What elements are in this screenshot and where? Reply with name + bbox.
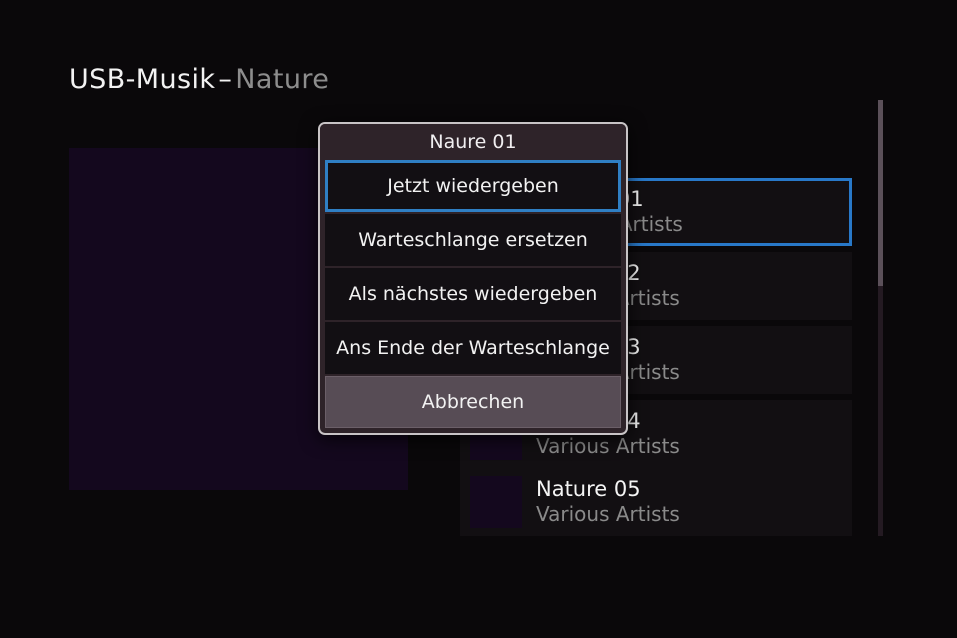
list-item-subtitle: Various Artists bbox=[536, 434, 680, 458]
page-title-separator: – bbox=[218, 64, 233, 95]
menu-item-1[interactable]: Warteschlange ersetzen bbox=[325, 214, 621, 266]
page-title-album: Nature bbox=[235, 64, 330, 95]
page-title: USB-Musik – Nature bbox=[69, 64, 329, 95]
list-item-title: Nature 05 bbox=[536, 477, 641, 501]
list-scrollbar-track[interactable] bbox=[878, 100, 883, 536]
list-scrollbar-thumb[interactable] bbox=[878, 100, 883, 286]
dialog-title: Naure 01 bbox=[320, 124, 626, 160]
dialog-menu-list: Jetzt wiedergeben Warteschlange ersetzen A… bbox=[320, 160, 626, 428]
list-item-text: Nature 05 Various Artists bbox=[536, 477, 680, 527]
album-art-thumbnail bbox=[470, 476, 522, 528]
menu-item-3[interactable]: Ans Ende der Warteschlange bbox=[325, 322, 621, 374]
list-item[interactable]: Nature 05 Various Artists bbox=[460, 468, 852, 536]
page-title-source: USB-Musik bbox=[69, 64, 216, 95]
menu-item-2[interactable]: Als nächstes wiedergeben bbox=[325, 268, 621, 320]
context-menu-dialog: Naure 01 Jetzt wiedergeben Warteschlange … bbox=[318, 122, 628, 435]
list-item-subtitle: Various Artists bbox=[536, 502, 680, 526]
menu-item-0[interactable]: Jetzt wiedergeben bbox=[325, 160, 621, 212]
cancel-button[interactable]: Abbrechen bbox=[325, 376, 621, 428]
